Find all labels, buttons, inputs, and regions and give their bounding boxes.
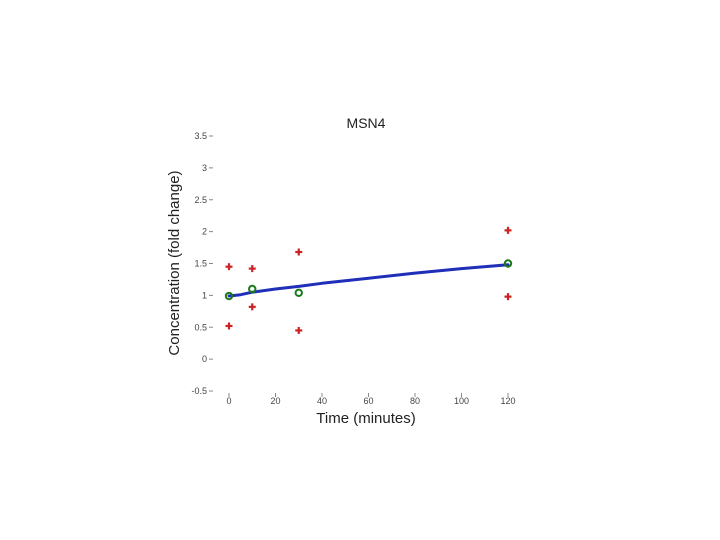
y-tick-label: 3 xyxy=(202,163,207,173)
plot-area xyxy=(224,226,513,334)
trend-line xyxy=(227,263,510,298)
y-tick-label: -0.5 xyxy=(191,386,207,396)
chart-title: MSN4 xyxy=(347,115,386,131)
x-tick-label: 120 xyxy=(500,396,515,406)
y-axis-title: Concentration (fold change) xyxy=(166,170,183,355)
replicate-point xyxy=(248,265,256,273)
y-tick-label: 0 xyxy=(202,354,207,364)
x-tick-label: 40 xyxy=(317,396,327,406)
y-tick-label: 3.5 xyxy=(194,131,207,141)
x-tick-label: 0 xyxy=(226,396,231,406)
mean-point xyxy=(503,259,513,268)
x-tick-label: 80 xyxy=(410,396,420,406)
mean-point xyxy=(294,288,303,298)
y-tick-label: 1.5 xyxy=(194,259,207,269)
x-axis: 0 20 40 60 80 100 120 xyxy=(226,393,516,406)
mean-point xyxy=(224,291,234,301)
x-tick-label: 20 xyxy=(270,396,280,406)
replicate-point xyxy=(295,326,303,334)
y-tick-label: 1 xyxy=(202,290,207,300)
y-tick-label: 2 xyxy=(202,227,207,237)
y-tick-label: 2.5 xyxy=(194,195,207,205)
x-tick-label: 100 xyxy=(454,396,469,406)
replicate-point xyxy=(504,226,512,234)
x-axis-title: Time (minutes) xyxy=(316,410,415,427)
y-tick-label: 0.5 xyxy=(194,322,207,332)
replicate-point xyxy=(504,293,512,301)
replicate-point xyxy=(225,322,233,330)
replicate-point xyxy=(248,303,256,311)
replicate-point xyxy=(295,248,303,256)
mean-point xyxy=(248,284,257,294)
y-axis: -0.5 0 0.5 1 1.5 2 2.5 3 3.5 xyxy=(191,131,213,396)
x-tick-label: 60 xyxy=(363,396,373,406)
replicate-point xyxy=(225,263,233,271)
